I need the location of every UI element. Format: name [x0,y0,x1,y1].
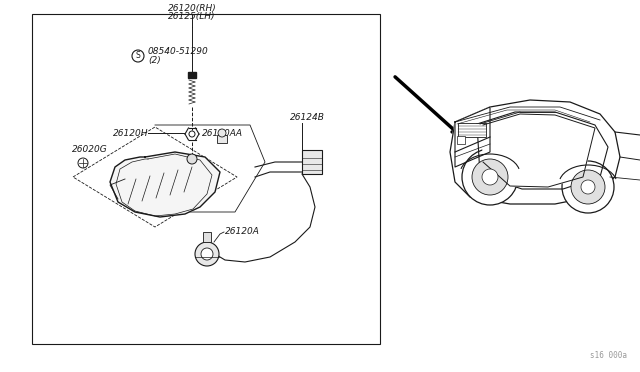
Circle shape [201,248,213,260]
Polygon shape [477,112,608,189]
Circle shape [571,170,605,204]
Text: 26120H: 26120H [113,128,148,138]
Circle shape [462,149,518,205]
Circle shape [581,180,595,194]
Polygon shape [110,152,220,217]
Text: S: S [136,51,140,61]
Circle shape [218,129,226,137]
Circle shape [482,169,498,185]
Text: 08540-51290: 08540-51290 [148,48,209,57]
Text: 26124B: 26124B [290,112,325,122]
Circle shape [187,154,197,164]
Polygon shape [455,107,490,167]
Circle shape [472,159,508,195]
Circle shape [195,242,219,266]
Text: 26020G: 26020G [72,145,108,154]
Polygon shape [483,114,595,187]
Bar [188,72,196,78]
Text: s16 000a: s16 000a [590,351,627,360]
Bar [457,136,465,144]
Text: 26120AA: 26120AA [202,128,243,138]
Text: 26125(LH): 26125(LH) [168,12,216,21]
Bar [217,135,227,143]
Bar [203,232,211,242]
Text: 26120A: 26120A [225,228,260,237]
Text: 26120(RH): 26120(RH) [168,4,216,13]
Bar [458,123,486,137]
Polygon shape [450,100,620,204]
Bar [32,14,380,344]
Circle shape [562,161,614,213]
Bar [302,150,322,174]
Text: (2): (2) [148,55,161,64]
